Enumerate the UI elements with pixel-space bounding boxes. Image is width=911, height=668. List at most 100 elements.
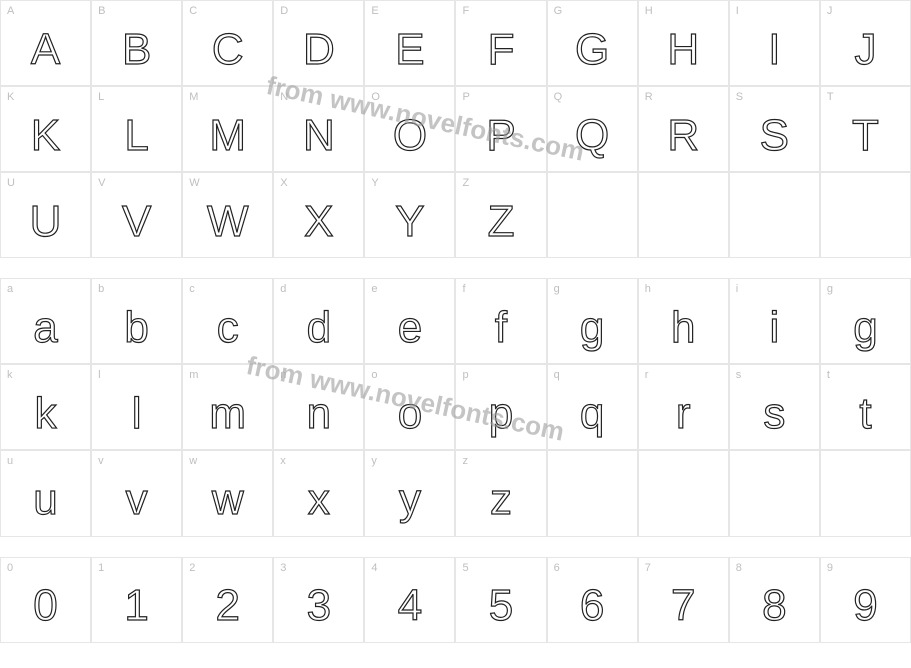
cell-key-label: p <box>462 369 468 381</box>
glyph-cell: EE <box>364 0 455 86</box>
cell-key-label: l <box>98 369 100 381</box>
glyph-cell: JJ <box>820 0 911 86</box>
cell-key-label: 9 <box>827 562 833 574</box>
cell-glyph: p <box>489 392 513 436</box>
glyph-cell: 11 <box>91 557 182 643</box>
cell-glyph: B <box>122 28 151 72</box>
cell-key-label: Q <box>554 91 563 103</box>
cell-glyph: D <box>303 28 335 72</box>
glyph-cell: WW <box>182 172 273 258</box>
cell-glyph: q <box>580 392 604 436</box>
cell-key-label: N <box>280 91 288 103</box>
cell-glyph: A <box>31 28 60 72</box>
glyph-cell: GG <box>547 0 638 86</box>
cell-glyph: v <box>126 478 148 522</box>
cell-glyph: T <box>852 114 879 158</box>
glyph-cell: rr <box>638 364 729 450</box>
glyph-cell: dd <box>273 278 364 364</box>
cell-glyph: U <box>30 200 62 244</box>
cell-glyph: J <box>854 28 876 72</box>
cell-key-label: X <box>280 177 287 189</box>
section-spacer <box>0 258 911 278</box>
cell-glyph: G <box>575 28 609 72</box>
glyph-cell: KK <box>0 86 91 172</box>
section-digits: 00112233445566778899 <box>0 557 911 643</box>
cell-glyph: b <box>124 306 148 350</box>
glyph-cell: PP <box>455 86 546 172</box>
cell-key-label: C <box>189 5 197 17</box>
cell-glyph: N <box>303 114 335 158</box>
glyph-cell: 00 <box>0 557 91 643</box>
cell-glyph: m <box>209 392 246 436</box>
glyph-cell: uu <box>0 450 91 536</box>
glyph-cell: 66 <box>547 557 638 643</box>
cell-glyph: 0 <box>33 584 57 628</box>
glyph-cell: 77 <box>638 557 729 643</box>
cell-glyph: 7 <box>671 584 695 628</box>
cell-key-label: B <box>98 5 105 17</box>
glyph-cell: NN <box>273 86 364 172</box>
glyph-cell: AA <box>0 0 91 86</box>
cell-key-label: E <box>371 5 378 17</box>
cell-glyph: 4 <box>398 584 422 628</box>
cell-glyph: L <box>124 114 148 158</box>
glyph-cell <box>638 172 729 258</box>
cell-key-label: S <box>736 91 743 103</box>
glyph-cell: oo <box>364 364 455 450</box>
glyph-cell: UU <box>0 172 91 258</box>
cell-glyph: V <box>122 200 151 244</box>
glyph-cell: FF <box>455 0 546 86</box>
cell-glyph: 8 <box>762 584 786 628</box>
glyph-cell: 99 <box>820 557 911 643</box>
cell-key-label: r <box>645 369 649 381</box>
cell-key-label: K <box>7 91 14 103</box>
glyph-cell: HH <box>638 0 729 86</box>
cell-glyph: E <box>395 28 424 72</box>
cell-key-label: t <box>827 369 830 381</box>
glyph-cell <box>547 172 638 258</box>
glyph-cell <box>638 450 729 536</box>
cell-key-label: g <box>827 283 833 295</box>
glyph-cell: VV <box>91 172 182 258</box>
cell-key-label: q <box>554 369 560 381</box>
cell-key-label: Y <box>371 177 378 189</box>
glyph-cell <box>729 450 820 536</box>
cell-key-label: H <box>645 5 653 17</box>
glyph-cell: vv <box>91 450 182 536</box>
cell-key-label: w <box>189 455 197 467</box>
cell-key-label: D <box>280 5 288 17</box>
glyph-cell: xx <box>273 450 364 536</box>
cell-key-label: a <box>7 283 13 295</box>
cell-key-label: y <box>371 455 377 467</box>
glyph-cell: mm <box>182 364 273 450</box>
cell-key-label: g <box>554 283 560 295</box>
cell-glyph: y <box>399 478 421 522</box>
cell-key-label: O <box>371 91 380 103</box>
glyph-cell: TT <box>820 86 911 172</box>
cell-key-label: P <box>462 91 469 103</box>
cell-key-label: R <box>645 91 653 103</box>
cell-glyph: 5 <box>489 584 513 628</box>
cell-glyph: F <box>488 28 515 72</box>
cell-glyph: 1 <box>124 584 148 628</box>
cell-glyph: R <box>667 114 699 158</box>
glyph-cell: QQ <box>547 86 638 172</box>
cell-glyph: H <box>667 28 699 72</box>
glyph-cell: ZZ <box>455 172 546 258</box>
cell-key-label: U <box>7 177 15 189</box>
cell-glyph: f <box>495 306 507 350</box>
glyph-cell: ff <box>455 278 546 364</box>
cell-glyph: P <box>486 114 515 158</box>
glyph-cell: BB <box>91 0 182 86</box>
cell-key-label: G <box>554 5 563 17</box>
cell-key-label: I <box>736 5 739 17</box>
cell-key-label: k <box>7 369 13 381</box>
cell-glyph: Q <box>575 114 609 158</box>
cell-glyph: w <box>212 478 244 522</box>
glyph-cell: YY <box>364 172 455 258</box>
cell-glyph: k <box>35 392 57 436</box>
glyph-cell: SS <box>729 86 820 172</box>
glyph-cell: ss <box>729 364 820 450</box>
cell-key-label: M <box>189 91 198 103</box>
cell-key-label: F <box>462 5 469 17</box>
